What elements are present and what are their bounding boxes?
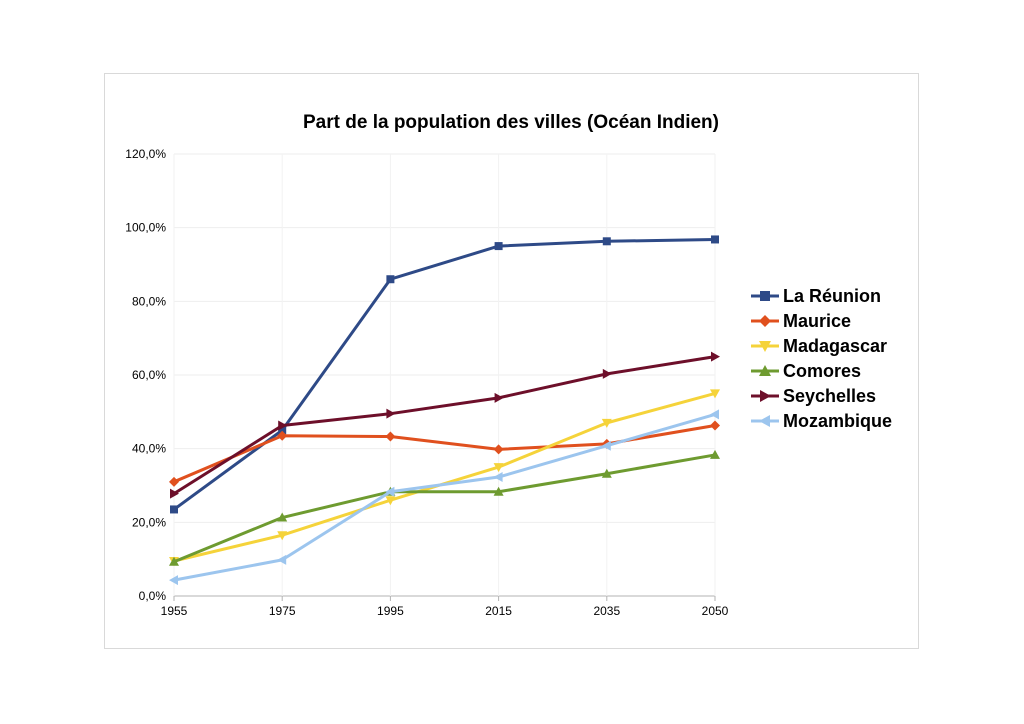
data-point xyxy=(277,554,287,565)
legend: La Réunion Maurice Madagascar Comores Seyche… xyxy=(751,286,892,431)
data-point xyxy=(277,512,288,522)
data-point xyxy=(169,476,179,487)
data-point xyxy=(601,418,612,428)
series-mozambique xyxy=(169,409,719,586)
legend-label: Maurice xyxy=(783,311,851,331)
series-line xyxy=(173,355,716,495)
y-tick-label: 20,0% xyxy=(132,515,166,529)
y-tick-label: 40,0% xyxy=(132,442,166,456)
y-axis-ticks: 0,0% 20,0% 40,0% 60,0% 80,0% 100,0% 120,0% xyxy=(125,147,166,603)
data-point xyxy=(601,468,612,478)
grid xyxy=(173,153,716,601)
series-seychelles xyxy=(170,351,720,499)
data-point xyxy=(386,275,395,284)
data-point xyxy=(493,463,504,473)
series-line xyxy=(173,412,716,582)
data-point xyxy=(169,575,178,586)
data-point xyxy=(493,444,504,455)
legend-label: Madagascar xyxy=(783,336,887,356)
data-point xyxy=(170,505,178,514)
data-point xyxy=(601,440,611,451)
legend-item: Seychelles xyxy=(751,386,876,406)
data-point xyxy=(759,341,771,352)
data-point xyxy=(385,431,396,442)
data-point xyxy=(385,486,395,497)
legend-label: Mozambique xyxy=(783,411,892,431)
series-madagascar xyxy=(169,389,720,567)
data-point xyxy=(494,242,503,251)
data-point xyxy=(759,365,771,376)
y-tick-label: 60,0% xyxy=(132,368,166,382)
data-point xyxy=(711,351,720,362)
data-point xyxy=(494,392,504,403)
y-tick-label: 120,0% xyxy=(125,147,166,161)
legend-item: Maurice xyxy=(751,311,851,331)
y-tick-label: 80,0% xyxy=(132,294,166,308)
data-point xyxy=(760,291,770,301)
data-point xyxy=(278,426,287,435)
series-line xyxy=(173,391,716,563)
data-point xyxy=(169,556,179,566)
data-point xyxy=(710,409,719,420)
data-point xyxy=(711,235,719,244)
data-point xyxy=(278,420,288,431)
legend-item: Madagascar xyxy=(751,336,887,356)
series-comores xyxy=(169,449,720,566)
data-point xyxy=(493,472,503,483)
x-tick-label: 1995 xyxy=(377,604,404,618)
legend-label: Comores xyxy=(783,361,861,381)
data-point xyxy=(602,237,611,246)
data-point xyxy=(760,390,771,402)
series-line xyxy=(173,423,716,484)
data-point xyxy=(277,430,288,441)
x-tick-label: 2050 xyxy=(702,604,729,618)
data-point xyxy=(170,488,179,499)
data-point xyxy=(710,420,720,431)
chart-title: Part de la population des villes (Océan … xyxy=(303,112,719,133)
x-tick-label: 1975 xyxy=(269,604,296,618)
data-point xyxy=(759,415,770,427)
legend-item: Comores xyxy=(751,361,861,381)
y-tick-label: 0,0% xyxy=(139,589,167,603)
x-tick-label: 1955 xyxy=(161,604,188,618)
data-point xyxy=(759,315,771,327)
line-chart: Part de la population des villes (Océan … xyxy=(125,112,892,618)
legend-label: La Réunion xyxy=(783,286,881,306)
data-point xyxy=(602,368,612,379)
data-point xyxy=(493,486,504,496)
data-point xyxy=(710,389,720,399)
data-point xyxy=(710,449,720,459)
legend-item: La Réunion xyxy=(751,286,881,306)
data-point xyxy=(277,531,288,541)
y-tick-label: 100,0% xyxy=(125,221,166,235)
legend-label: Seychelles xyxy=(783,386,876,406)
chart-frame: Part de la population des villes (Océan … xyxy=(104,73,919,649)
data-point xyxy=(386,408,396,419)
series-line xyxy=(173,453,716,564)
data-point xyxy=(385,496,396,506)
legend-item: Mozambique xyxy=(751,411,892,431)
x-tick-label: 2035 xyxy=(593,604,620,618)
series-lines xyxy=(169,235,720,586)
x-tick-label: 2015 xyxy=(485,604,512,618)
x-axis-ticks: 1955 1975 1995 2015 2035 2050 xyxy=(161,604,729,618)
series-la-r-union xyxy=(170,235,719,514)
